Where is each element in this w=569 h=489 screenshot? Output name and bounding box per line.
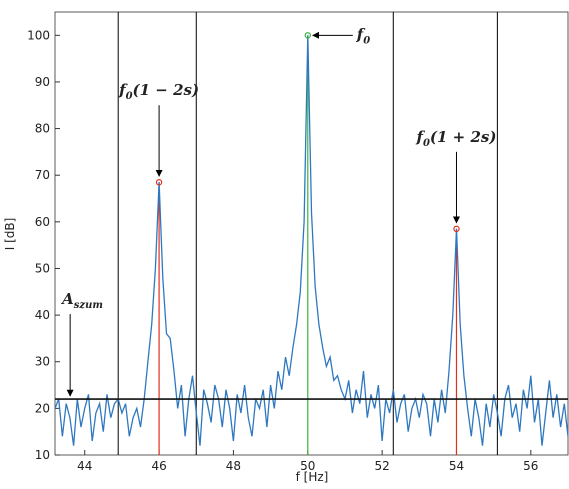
y-tick-label: 90 bbox=[35, 75, 50, 89]
annotation-sub: szum bbox=[74, 300, 103, 311]
annotation-sub: 0 bbox=[363, 35, 370, 46]
annotation: f0(1 + 2s) bbox=[416, 128, 497, 149]
x-tick-label: 54 bbox=[449, 459, 464, 473]
peak-marker bbox=[304, 32, 311, 39]
y-tick-label: 80 bbox=[35, 122, 50, 136]
y-tick-label: 20 bbox=[35, 401, 50, 415]
y-tick-label: 100 bbox=[27, 28, 50, 42]
y-tick-label: 10 bbox=[35, 448, 50, 462]
peak-marker bbox=[155, 179, 163, 186]
x-tick-label: 46 bbox=[151, 459, 166, 473]
y-tick-label: 40 bbox=[35, 308, 50, 322]
annotation-sub: 0 bbox=[126, 91, 133, 102]
spectrum-line bbox=[54, 35, 569, 446]
peak-marker bbox=[453, 225, 460, 233]
plot-area bbox=[54, 11, 569, 456]
y-tick-label: 50 bbox=[35, 261, 50, 275]
annotation-rest: (1 − 2s) bbox=[133, 81, 200, 99]
annotation: Aszum bbox=[60, 290, 103, 311]
y-tick-label: 60 bbox=[35, 215, 50, 229]
x-tick-label: 48 bbox=[226, 459, 241, 473]
x-tick-label: 56 bbox=[523, 459, 538, 473]
annotation-sub: 0 bbox=[423, 138, 430, 149]
x-tick-label: 44 bbox=[77, 459, 92, 473]
annotation-base: f bbox=[356, 25, 366, 43]
x-axis-label: f [Hz] bbox=[296, 470, 329, 484]
annotation: f0 bbox=[356, 25, 370, 46]
y-tick-label: 70 bbox=[35, 168, 50, 182]
annotation-base: f bbox=[416, 128, 426, 146]
annotation-base: f bbox=[118, 81, 128, 99]
y-axis-label: I [dB] bbox=[3, 218, 17, 251]
annotation-base: A bbox=[60, 290, 74, 308]
x-tick-label: 50 bbox=[300, 459, 315, 473]
annotation-rest: (1 + 2s) bbox=[430, 128, 497, 146]
x-tick-label: 52 bbox=[374, 459, 389, 473]
y-tick-label: 30 bbox=[35, 355, 50, 369]
annotation: f0(1 − 2s) bbox=[118, 81, 199, 102]
